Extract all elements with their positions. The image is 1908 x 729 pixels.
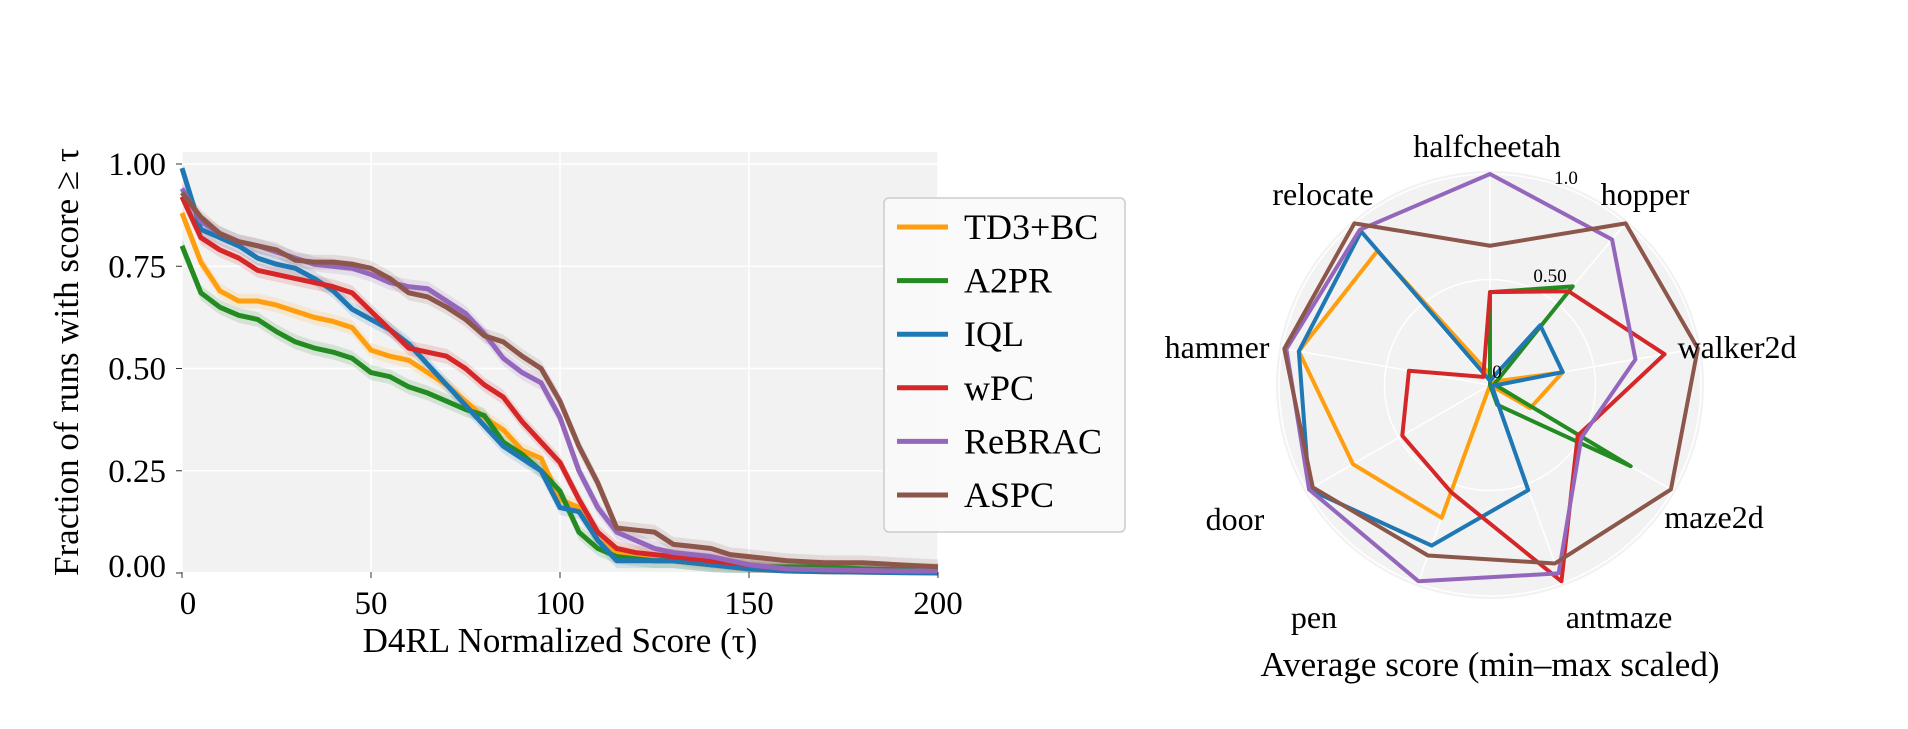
axis-ticks: 0 50 100 150 200 0.00 0.25 0.50 0.75 1.00	[108, 147, 963, 622]
x-tick-label: 50	[355, 586, 388, 622]
y-axis-label: Fraction of runs with score ≥ τ	[47, 148, 86, 576]
legend-entry: TD3+BC	[964, 207, 1098, 247]
axis-label-pen: pen	[1291, 599, 1337, 635]
axis-label-antmaze: antmaze	[1566, 599, 1673, 635]
line-aspc	[180, 191, 939, 570]
line-iql	[179, 167, 939, 576]
series-lines	[179, 167, 939, 576]
spoke-line	[1306, 384, 1491, 492]
x-tick-label: 200	[913, 586, 963, 622]
axis-label-walker2d: walker2d	[1677, 329, 1796, 365]
x-tick-label: 0	[180, 586, 197, 622]
radar-aspc	[1282, 221, 1700, 566]
radar-title: Average score (min–max scaled)	[1261, 645, 1720, 684]
legend-entry: A2PR	[964, 261, 1052, 301]
axis-label-halfcheetah: halfcheetah	[1413, 128, 1560, 164]
radar-rebrac	[1284, 172, 1638, 584]
legend-entry: ASPC	[964, 475, 1054, 515]
axis-label-door: door	[1206, 501, 1265, 537]
survival-curve-chart: 0 50 100 150 200 0.00 0.25 0.50 0.75 1.00 D4RL No…	[47, 147, 963, 660]
axis-label-hammer: hammer	[1165, 329, 1270, 365]
radar-axis-labels: halfcheetah hopper walker2d maze2d antmaze pe…	[1165, 128, 1797, 635]
y-tick-label: 0.00	[108, 549, 166, 585]
radial-tick-label: 0	[1492, 362, 1502, 383]
axis-label-relocate: relocate	[1272, 176, 1373, 212]
y-tick-label: 0.75	[108, 249, 166, 285]
radar-chart: halfcheetah hopper walker2d maze2d antmaze pe…	[1165, 128, 1797, 684]
radial-tick-label: 0.50	[1533, 266, 1566, 287]
spoke-line	[1282, 347, 1491, 386]
legend-entry: ReBRAC	[964, 421, 1102, 461]
y-tick-label: 1.00	[108, 147, 166, 183]
band-rebrac	[182, 181, 938, 574]
axis-label-hopper: hopper	[1601, 176, 1690, 212]
legend-entry: IQL	[964, 314, 1024, 354]
legend: TD3+BC A2PR IQL wPC ReBRAC ASPC	[883, 197, 1126, 533]
x-tick-label: 150	[724, 586, 774, 622]
radar-series	[1282, 172, 1700, 584]
x-axis-label: D4RL Normalized Score (τ)	[363, 621, 758, 660]
radar-a2pr	[1488, 284, 1633, 469]
radar-wpc	[1400, 289, 1667, 584]
y-tick-label: 0.50	[108, 352, 166, 388]
x-tick-label: 100	[535, 586, 585, 622]
y-tick-label: 0.25	[108, 454, 166, 490]
legend-entry: wPC	[964, 368, 1034, 408]
radial-tick-label: 1.0	[1554, 168, 1578, 189]
radar-td3bc	[1296, 248, 1565, 520]
axis-label-maze2d: maze2d	[1664, 499, 1764, 535]
